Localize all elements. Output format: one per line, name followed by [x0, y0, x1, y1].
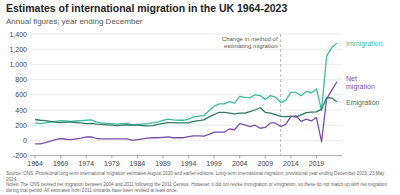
- annotation-line-text: estimating migration: [224, 43, 278, 49]
- x-tick-label: 1964: [27, 160, 43, 167]
- annotation-line: [280, 34, 281, 156]
- x-tick-label: 1969: [53, 160, 69, 167]
- series-label-line: Emigration: [346, 99, 380, 107]
- series-label-line: Net: [346, 75, 357, 82]
- x-tick-label: 1979: [104, 160, 120, 167]
- source-line: 2024: [6, 177, 17, 182]
- source-line: Source: ONS. Provisional long-term inter…: [6, 171, 385, 176]
- x-tick: [290, 156, 291, 159]
- x-tick: [239, 156, 240, 159]
- x-tick-label: 2019: [309, 160, 325, 167]
- y-tick-label: 400: [15, 107, 27, 114]
- legend: Immigration Netmigration Emigration: [346, 40, 383, 107]
- y-tick-label: -200: [13, 152, 27, 159]
- grid-line: [30, 94, 342, 95]
- x-tick-label: 1999: [206, 160, 222, 167]
- series-line: [35, 98, 337, 126]
- x-tick-label: 2004: [232, 160, 248, 167]
- title: Estimates of international migration in …: [6, 2, 287, 14]
- annotation: Change in method ofestimating migration: [222, 36, 278, 49]
- grid-line: [30, 34, 342, 35]
- series-label-line: Immigration: [346, 40, 383, 48]
- grid-line: [30, 125, 342, 126]
- x-tick-label: 2014: [283, 160, 299, 167]
- x-tick: [35, 156, 36, 159]
- x-tick: [188, 156, 189, 159]
- x-tick: [111, 156, 112, 159]
- annotation-line-text: Change in method of: [222, 36, 278, 42]
- y-tick-label: 0: [23, 137, 27, 144]
- grid-line: [30, 64, 342, 65]
- x-tick-label: 2009: [257, 160, 273, 167]
- x-tick: [86, 156, 87, 159]
- x-tick: [316, 156, 317, 159]
- series-label: Netmigration: [346, 75, 375, 91]
- x-tick-label: 1984: [130, 160, 146, 167]
- series-label-line: migration: [346, 83, 375, 91]
- x-tick-label: 1994: [181, 160, 197, 167]
- y-tick-label: 200: [15, 122, 27, 129]
- y-tick-label: 800: [15, 76, 27, 83]
- chart: Estimates of international migration in …: [0, 0, 400, 195]
- x-tick: [265, 156, 266, 159]
- x-tick: [162, 156, 163, 159]
- series-line: [35, 82, 337, 144]
- x-tick: [60, 156, 61, 159]
- y-tick-label: 1,400: [9, 31, 27, 38]
- x-tick-label: 1974: [78, 160, 94, 167]
- source-line: Notes: The ONS revised net migration bet…: [6, 182, 387, 187]
- series-line: [35, 43, 337, 125]
- grid-line: [30, 110, 342, 111]
- grid-line: [30, 155, 342, 156]
- source: Source: ONS. Provisional long-term inter…: [6, 171, 387, 193]
- x-tick: [137, 156, 138, 159]
- subtitle: Annual figures; year ending December: [6, 17, 143, 26]
- y-tick-label: 1,000: [9, 61, 27, 68]
- y-axis: -200 0 200 400 600 800 1,000 1,200 1,400: [9, 31, 342, 160]
- series-label: Emigration: [346, 99, 380, 107]
- y-tick-label: 1,200: [9, 46, 27, 53]
- grid-line: [30, 49, 342, 50]
- x-axis: 1964 1969 1974 1979 1984 1989 1994 1999 2004 2009…: [27, 156, 342, 167]
- x-axis-line: [30, 155, 342, 156]
- x-tick-label: 1989: [155, 160, 171, 167]
- plot-area: [35, 34, 337, 156]
- x-tick: [214, 156, 215, 159]
- grid-line: [30, 140, 342, 141]
- y-tick-label: 600: [15, 91, 27, 98]
- source-line: during that period. All estimates from 2…: [6, 188, 178, 193]
- grid-line: [30, 79, 342, 80]
- series-label: Immigration: [346, 40, 383, 48]
